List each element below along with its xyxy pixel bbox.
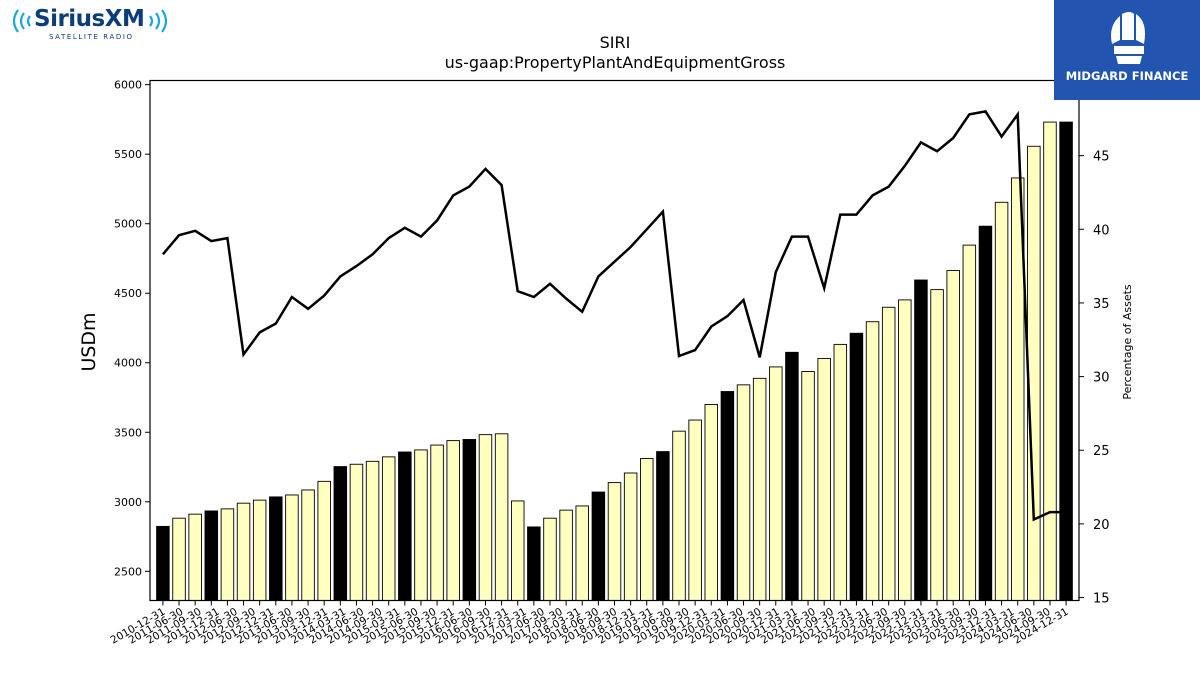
bar [398, 451, 412, 601]
bar [333, 466, 348, 601]
bar [688, 419, 702, 601]
percentage-line [161, 110, 1067, 522]
bar [349, 463, 364, 601]
bar [156, 525, 170, 601]
bar [736, 384, 751, 601]
bar [930, 289, 944, 601]
y2-tick-label: 35 [1093, 297, 1110, 312]
bar [962, 244, 977, 601]
bar [656, 451, 670, 601]
bar [446, 440, 460, 601]
bar [285, 494, 299, 601]
y-axis-right: 15 20 25 30 35 40 45 [1079, 150, 1110, 607]
bar [172, 517, 186, 601]
bar [672, 430, 686, 601]
bar [478, 434, 493, 601]
y-tick-label: 5000 [114, 218, 142, 231]
bar [865, 321, 880, 601]
y-tick-label: 4000 [114, 357, 142, 370]
bar [898, 299, 912, 601]
bar [833, 343, 848, 601]
bar [365, 460, 380, 601]
bar [188, 513, 202, 601]
bar [1043, 121, 1057, 601]
bar [252, 499, 267, 601]
bar [978, 225, 993, 601]
bar [801, 371, 815, 601]
bar [849, 332, 864, 601]
y2-tick-label: 25 [1093, 444, 1110, 459]
bar [817, 357, 831, 601]
bar [494, 433, 509, 601]
y2-tick-label: 20 [1093, 518, 1110, 533]
siriusxm-logo: SiriusXM SATELLITE RADIO [4, 4, 182, 46]
bar [414, 449, 428, 601]
bar [769, 366, 783, 601]
chart-title: SIRI [600, 33, 631, 52]
midgard-finance-logo: MIDGARD FINANCE [1054, 0, 1200, 100]
bar [881, 306, 896, 601]
midgard-wordmark: MIDGARD FINANCE [1065, 69, 1189, 83]
y-tick-label: 3500 [114, 426, 142, 439]
bar [623, 472, 638, 601]
y-tick-label: 3000 [114, 496, 142, 509]
bar [543, 517, 557, 601]
bar [607, 482, 622, 601]
siriusxm-wordmark: SiriusXM [34, 6, 145, 32]
bar [559, 509, 573, 601]
bar [204, 510, 219, 601]
bar [946, 270, 960, 601]
midgard-emblem-icon [1111, 12, 1145, 64]
bar [575, 505, 589, 601]
bar [527, 526, 541, 601]
bar [301, 489, 315, 601]
y2-tick-label: 45 [1093, 150, 1110, 165]
signal-waves-icon [12, 9, 168, 33]
bar [236, 502, 251, 601]
y-tick-label: 5500 [114, 148, 142, 161]
bar [785, 351, 799, 601]
y-tick-label: 2500 [114, 565, 142, 578]
chart-subtitle: us-gaap:PropertyPlantAndEquipmentGross [445, 53, 786, 72]
y2-tick-label: 15 [1093, 592, 1110, 607]
bar [914, 279, 928, 601]
bar [462, 439, 477, 601]
bar [1059, 121, 1073, 601]
bar [704, 404, 719, 601]
x-axis: 2010-12-312011-06-302011-09-302011-12-31… [109, 600, 1071, 647]
bar [994, 201, 1009, 601]
bar [381, 456, 396, 601]
y-tick-label: 6000 [114, 79, 142, 92]
bar [220, 508, 235, 601]
bar [317, 480, 331, 601]
bar [752, 377, 767, 601]
siriusxm-tagline: SATELLITE RADIO [49, 33, 134, 41]
bar [1027, 145, 1041, 601]
y2-tick-label: 30 [1093, 371, 1110, 386]
bar [430, 444, 444, 601]
y-axis-left: 2500 3000 3500 4000 4500 5000 5500 6000 [114, 79, 150, 578]
bar [591, 491, 606, 601]
bar [269, 496, 283, 601]
bar-series [156, 121, 1073, 601]
y2-axis-label: Percentage of Assets [1121, 284, 1134, 400]
bar [640, 458, 654, 601]
y2-tick-label: 40 [1093, 223, 1110, 238]
bar [720, 391, 735, 601]
bar [510, 500, 525, 601]
y-axis-label: USDm [78, 312, 100, 371]
y-tick-label: 4500 [114, 287, 142, 300]
